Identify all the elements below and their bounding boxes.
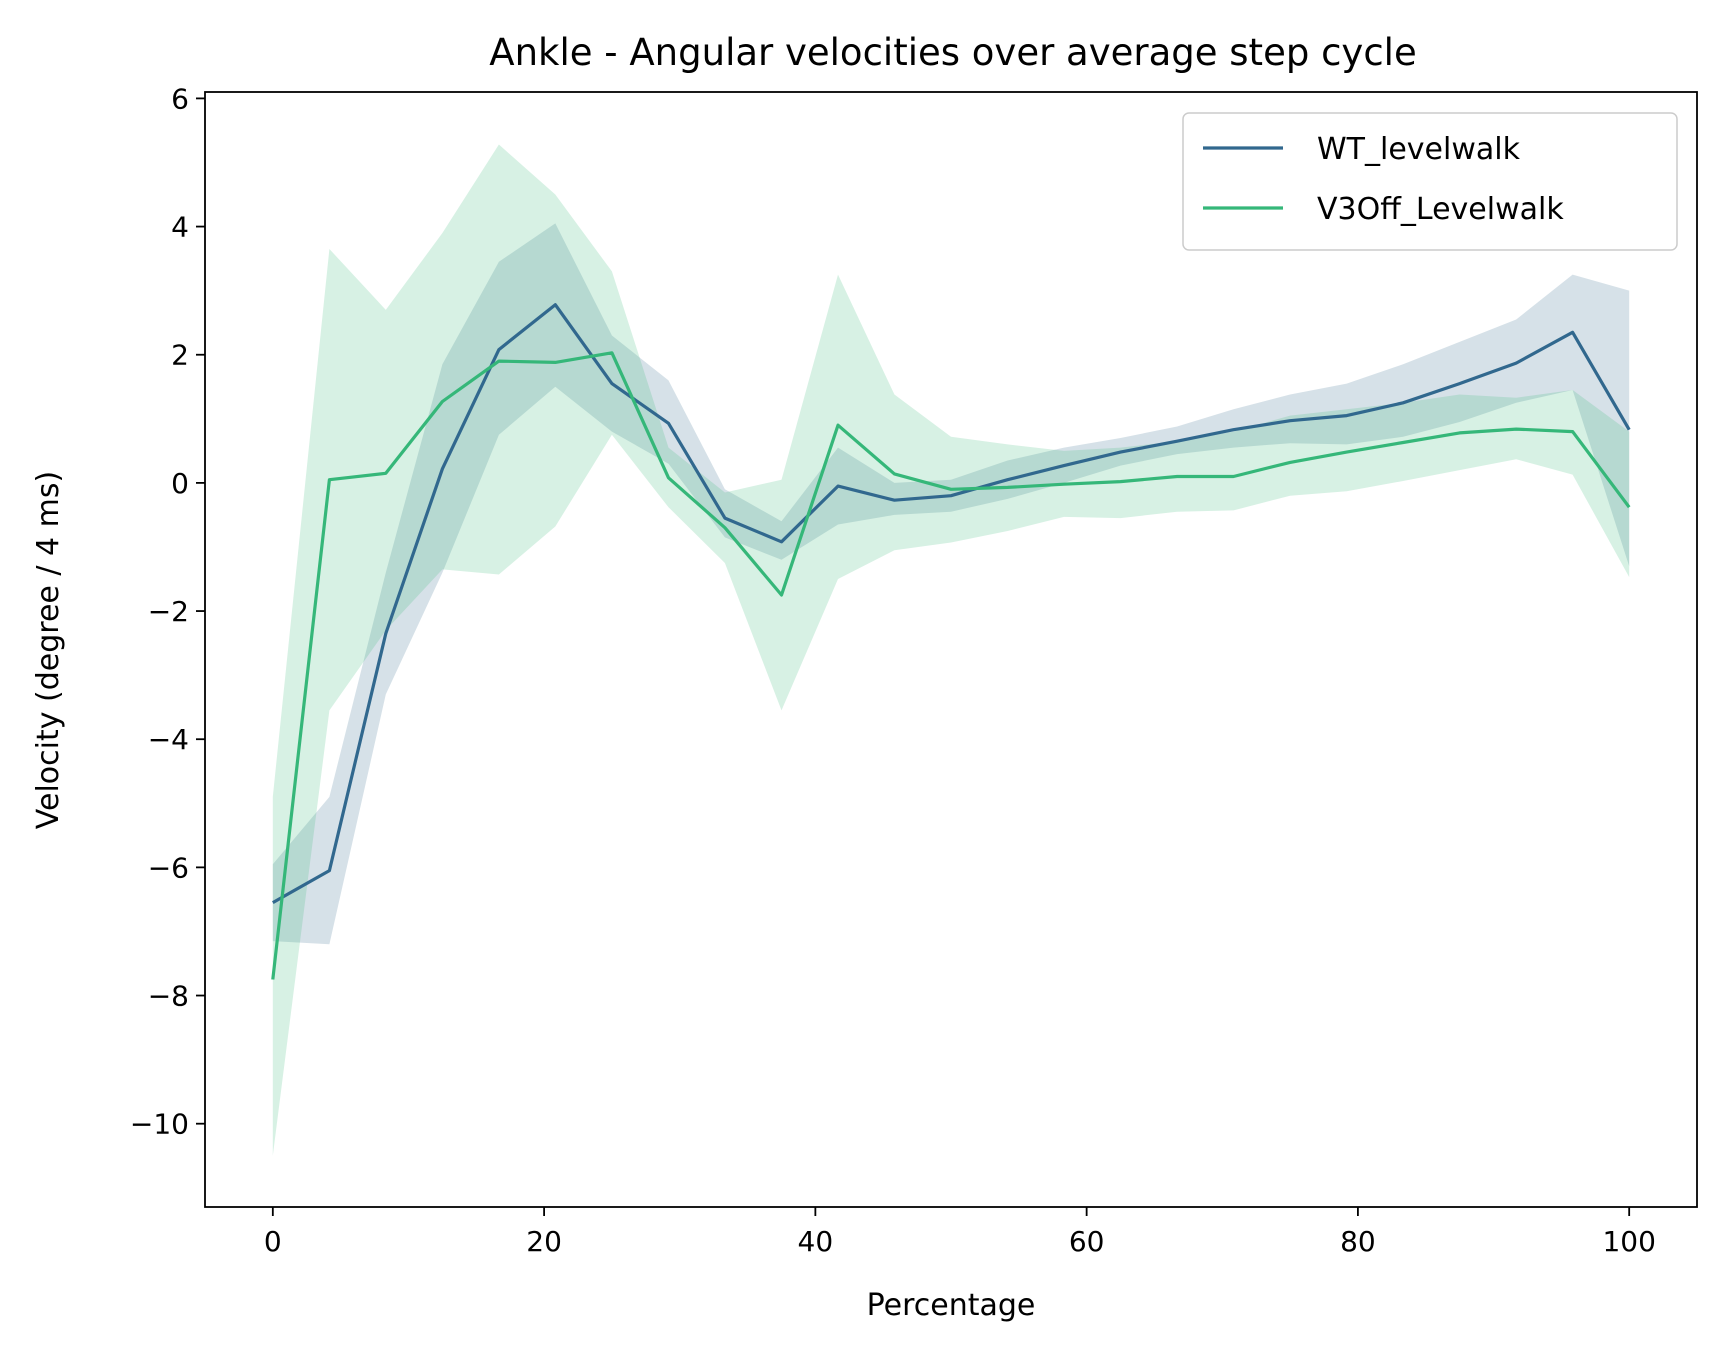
series-lines [271, 303, 1631, 980]
axes-frame [204, 91, 1698, 1208]
x-tick-label: 80 [1340, 1225, 1376, 1258]
y-axis-ticks: 6 4 2 0 −2 −4 −6 −8 −10 [130, 82, 205, 1141]
series-line-1 [272, 303, 1631, 904]
legend-label-1: WT_levelwalk [1317, 132, 1521, 167]
y-tick-label: 0 [171, 467, 189, 500]
y-tick-label: −8 [148, 980, 189, 1013]
plot-area [204, 91, 1698, 1208]
confidence-bands [272, 144, 1630, 1156]
y-tick-label: 6 [171, 82, 189, 115]
x-axis-ticks: 0 20 40 60 80 100 [264, 1207, 1656, 1258]
x-tick-label: 0 [264, 1225, 282, 1258]
y-tick-label: 2 [171, 339, 189, 372]
series-line-2 [271, 351, 1631, 980]
x-axis-label: Percentage [867, 1288, 1036, 1323]
x-tick-label: 20 [526, 1225, 562, 1258]
y-tick-label: −10 [130, 1108, 189, 1141]
legend-box [1182, 112, 1678, 251]
chart-title: Ankle - Angular velocities over average … [489, 31, 1416, 74]
series-band-1 [272, 223, 1630, 945]
y-tick-label: −6 [148, 851, 189, 884]
y-tick-label: −4 [148, 723, 189, 756]
y-tick-label: −2 [148, 595, 189, 628]
y-tick-label: 4 [171, 211, 189, 244]
legend-label-2: V3Off_Levelwalk [1317, 192, 1564, 227]
x-tick-label: 40 [798, 1225, 834, 1258]
y-axis-label: Velocity (degree / 4 ms) [31, 471, 66, 829]
series-band-2 [272, 144, 1630, 1156]
x-tick-label: 100 [1602, 1225, 1655, 1258]
x-tick-label: 60 [1069, 1225, 1105, 1258]
legend: WT_levelwalk V3Off_Levelwalk [1182, 112, 1678, 251]
